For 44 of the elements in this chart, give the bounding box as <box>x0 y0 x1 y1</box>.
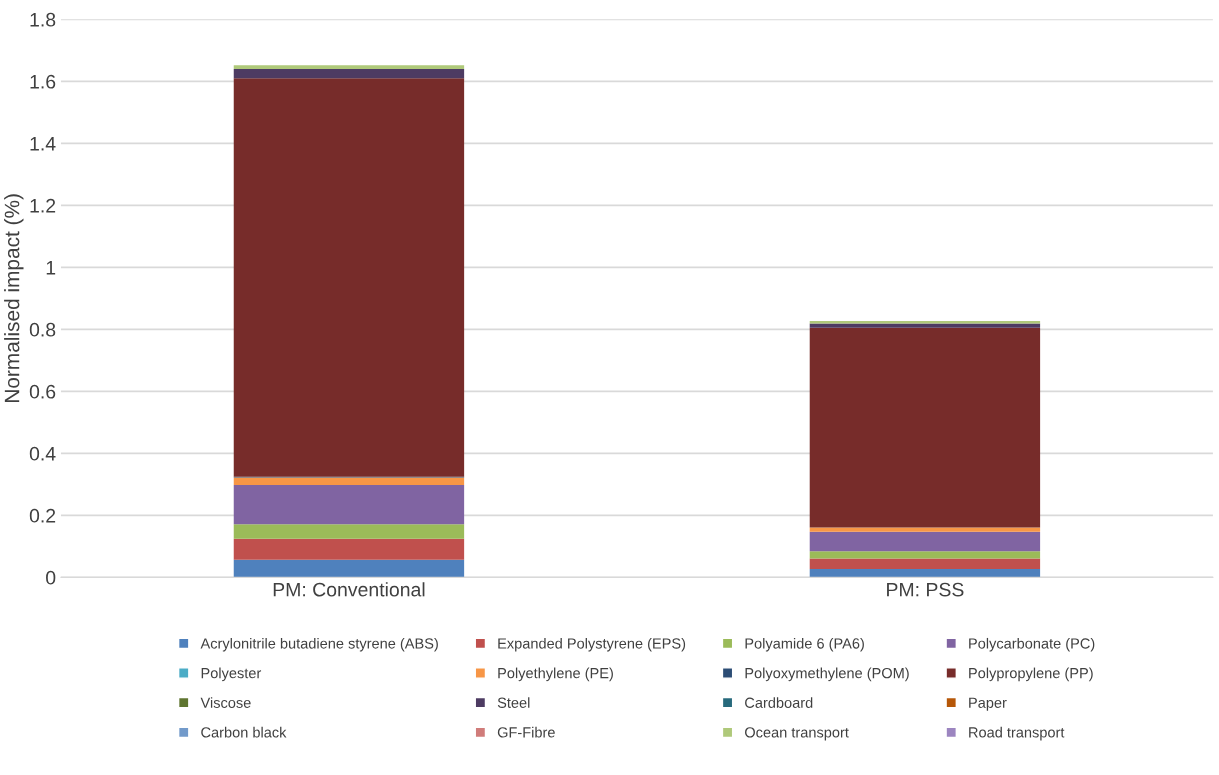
y-tick-label: 0 <box>46 570 56 585</box>
bar <box>809 527 1041 532</box>
legend-label: Viscose <box>200 697 251 708</box>
bar <box>233 65 465 69</box>
y-tick-label: 0.2 <box>29 508 56 523</box>
y-tick-label: 1.4 <box>30 137 56 151</box>
bar <box>233 524 465 539</box>
bar <box>809 569 1041 578</box>
legend-label: Expanded Polystyrene (EPS) <box>498 637 686 652</box>
legend-label: Polyester <box>201 667 262 682</box>
y-axis-title: Normalised impact (%) <box>4 194 24 403</box>
bar <box>809 323 1041 328</box>
legend-label: Ocean transport <box>745 727 849 741</box>
bar <box>233 484 465 525</box>
x-tick-label: PM: PSS <box>887 582 964 597</box>
bar <box>809 531 1041 552</box>
y-tick-label: 1.6 <box>30 74 56 89</box>
y-tick-label: 1 <box>46 261 56 275</box>
legend-label: GF-Fibre <box>497 726 555 738</box>
bar <box>233 78 465 477</box>
y-tick-label: 0.4 <box>29 446 56 461</box>
bar <box>809 551 1041 559</box>
y-tick-label: 0.6 <box>29 384 56 399</box>
legend-label: Cardboard <box>745 697 813 708</box>
legend-label: Acrylonitrile butadiene styrene (ABS) <box>200 637 438 652</box>
legend-label: Paper <box>969 697 1007 711</box>
bar <box>233 559 465 578</box>
bar <box>809 558 1041 570</box>
bar <box>233 538 465 560</box>
legend-label: Polycarbonate (PC) <box>969 637 1095 652</box>
bar <box>233 477 465 485</box>
legend-label: Steel <box>497 697 530 708</box>
legend-label: Polypropylene (PP) <box>969 667 1093 682</box>
bar <box>233 68 465 79</box>
legend-label: Polyamide 6 (PA6) <box>745 637 864 652</box>
y-tick-label: 0.8 <box>29 322 56 337</box>
legend-label: Road transport <box>969 726 1065 741</box>
y-tick-label: 1.8 <box>30 12 56 27</box>
x-tick-label: PM: Conventional <box>273 582 425 597</box>
legend-label: Carbon black <box>201 726 287 738</box>
bar <box>809 327 1041 528</box>
legend-label: Polyethylene (PE) <box>498 667 613 682</box>
legend-label: Polyoxymethylene (POM) <box>745 667 909 682</box>
y-tick-label: 1.2 <box>30 198 56 213</box>
